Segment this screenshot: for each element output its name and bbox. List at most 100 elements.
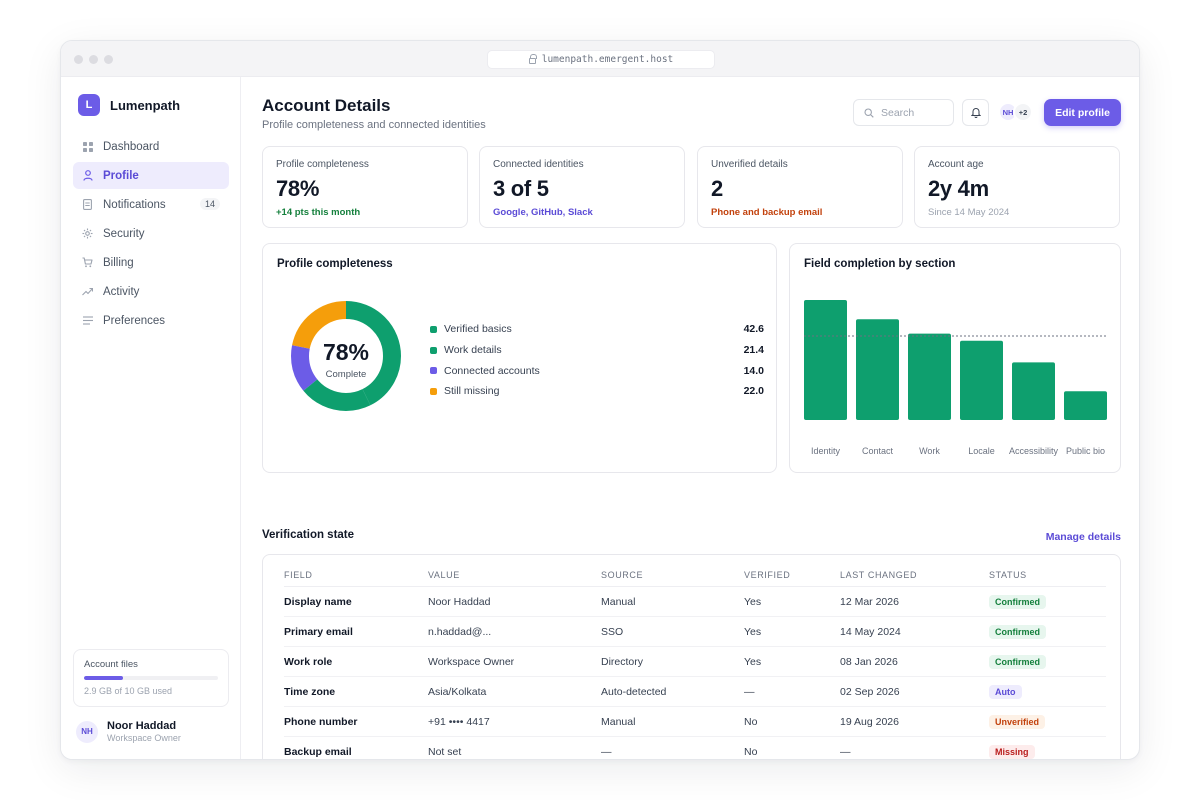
column-header: VERIFIED	[744, 570, 791, 580]
cell-verified: Yes	[744, 596, 762, 608]
sidebar-item-label: Billing	[103, 256, 134, 269]
search-placeholder: Search	[881, 106, 915, 119]
bar-contact[interactable]	[856, 319, 899, 420]
cell-source: SSO	[601, 626, 624, 638]
kpi-label: Unverified details	[711, 159, 788, 170]
sidebar-item-preferences[interactable]: Preferences	[73, 307, 229, 334]
cell-source: Directory	[601, 656, 644, 668]
column-header: VALUE	[428, 570, 460, 580]
edit-profile-button[interactable]: Edit profile	[1044, 99, 1121, 126]
cell-source: —	[601, 746, 612, 758]
bar-public-bio[interactable]	[1064, 391, 1107, 420]
table-row[interactable]: Backup email Not set — No — Missing	[284, 737, 1106, 759]
column-header: FIELD	[284, 570, 313, 580]
x-tick-label: Work	[919, 446, 940, 456]
storage-card[interactable]: Account files 2.9 GB of 10 GB used	[73, 649, 229, 707]
kpi-card-account-age: Account age 2y 4m Since 14 May 2024	[914, 146, 1120, 228]
table-row[interactable]: Time zone Asia/Kolkata Auto-detected — 0…	[284, 677, 1106, 707]
cell-field: Display name	[284, 596, 352, 608]
table-row[interactable]: Primary email n.haddad@... SSO Yes 14 Ma…	[284, 617, 1106, 647]
page-subtitle: Profile completeness and connected ident…	[262, 119, 486, 131]
collaborator-avatars[interactable]: NH +2	[998, 102, 1036, 122]
cell-value: Noor Haddad	[428, 596, 491, 608]
x-tick-label: Identity	[811, 446, 841, 456]
storage-title: Account files	[84, 659, 138, 670]
kpi-label: Account age	[928, 159, 984, 170]
sidebar-item-label: Security	[103, 227, 145, 240]
sidebar-item-label: Profile	[103, 169, 139, 182]
cell-verified: No	[744, 746, 758, 758]
x-tick-label: Public bio	[1066, 446, 1105, 456]
notifications-button[interactable]	[962, 99, 989, 126]
status-badge: Confirmed	[989, 625, 1046, 639]
cell-field: Time zone	[284, 686, 336, 698]
cart-icon	[82, 257, 93, 268]
status-badge: Missing	[989, 745, 1035, 759]
brand-name: Lumenpath	[110, 97, 181, 113]
manage-details-link[interactable]: Manage details	[1045, 531, 1121, 543]
section-title: Verification state	[262, 529, 355, 541]
cell-verified: No	[744, 716, 758, 728]
legend-item: Still missing 22.0	[430, 381, 764, 402]
notifications-count-badge: 14	[199, 198, 220, 210]
donut-legend: Verified basics 42.6 Work details 21.4 C…	[430, 319, 764, 402]
legend-value: 14.0	[743, 364, 764, 377]
legend-swatch	[430, 325, 437, 333]
search-input[interactable]: Search	[853, 99, 954, 126]
cell-value: Asia/Kolkata	[428, 686, 487, 698]
cell-field: Primary email	[284, 626, 353, 638]
brand[interactable]: L Lumenpath	[78, 94, 180, 116]
sidebar-item-label: Dashboard	[103, 140, 160, 153]
table-header: FIELD VALUE SOURCE VERIFIED LAST CHANGED…	[284, 563, 1106, 587]
cell-field: Backup email	[284, 746, 352, 758]
legend-swatch	[430, 387, 437, 395]
field-completion-chart: Identity Contact Work Locale Accessibility Pu…	[804, 300, 1107, 456]
window-maximize-dot[interactable]	[104, 55, 113, 64]
kpi-label: Connected identities	[493, 159, 584, 170]
cell-last-changed: 14 May 2024	[840, 626, 901, 638]
sidebar-item-label: Activity	[103, 285, 140, 298]
donut-center-value: 78%	[323, 339, 369, 365]
cell-last-changed: 02 Sep 2026	[840, 686, 900, 698]
window-minimize-dot[interactable]	[89, 55, 98, 64]
legend-item: Verified basics 42.6	[430, 319, 764, 340]
window-close-dot[interactable]	[74, 55, 83, 64]
sidebar-item-security[interactable]: Security	[73, 220, 229, 247]
completeness-card: Profile completeness 78% Complete Verifi…	[262, 243, 777, 473]
list-icon	[82, 315, 93, 326]
completeness-donut: 78% Complete	[291, 301, 401, 411]
table-row[interactable]: Work role Workspace Owner Directory Yes …	[284, 647, 1106, 677]
address-bar[interactable]: lumenpath.emergent.host	[487, 50, 715, 69]
sidebar-item-notifications[interactable]: Notifications 14	[73, 191, 229, 218]
user-name: Noor Haddad	[107, 720, 177, 732]
legend-value: 22.0	[743, 385, 764, 398]
kpi-note: Google, GitHub, Slack	[493, 207, 593, 218]
legend-label: Verified basics	[444, 323, 512, 336]
sidebar-item-dashboard[interactable]: Dashboard	[73, 133, 229, 160]
avatar: NH	[76, 720, 98, 743]
browser-window: lumenpath.emergent.host L Lumenpath Dash…	[60, 40, 1140, 760]
kpi-label: Profile completeness	[276, 159, 369, 170]
user-profile[interactable]: NH Noor Haddad Workspace Owner	[76, 720, 181, 743]
kpi-card-identities: Connected identities 3 of 5 Google, GitH…	[479, 146, 685, 228]
kpi-value: 2	[711, 176, 723, 201]
cell-verified: —	[744, 686, 755, 698]
table-row[interactable]: Display name Noor Haddad Manual Yes 12 M…	[284, 587, 1106, 617]
status-badge: Auto	[989, 685, 1022, 699]
bar-accessibility[interactable]	[1012, 362, 1055, 420]
sidebar-item-label: Preferences	[103, 314, 166, 327]
bar-identity[interactable]	[804, 300, 847, 420]
bar-locale[interactable]	[960, 340, 1003, 420]
cell-value: Not set	[428, 746, 462, 758]
cell-value: n.haddad@...	[428, 626, 492, 638]
legend-label: Still missing	[444, 385, 500, 398]
sidebar-item-profile[interactable]: Profile	[73, 162, 229, 189]
status-badge: Unverified	[989, 715, 1046, 729]
cell-field: Work role	[284, 656, 333, 668]
bar-work[interactable]	[908, 333, 951, 420]
status-badge: Confirmed	[989, 655, 1046, 669]
cell-last-changed: 08 Jan 2026	[840, 656, 898, 668]
table-row[interactable]: Phone number +91 •••• 4417 Manual No 19 …	[284, 707, 1106, 737]
sidebar-item-activity[interactable]: Activity	[73, 278, 229, 305]
sidebar-item-billing[interactable]: Billing	[73, 249, 229, 276]
